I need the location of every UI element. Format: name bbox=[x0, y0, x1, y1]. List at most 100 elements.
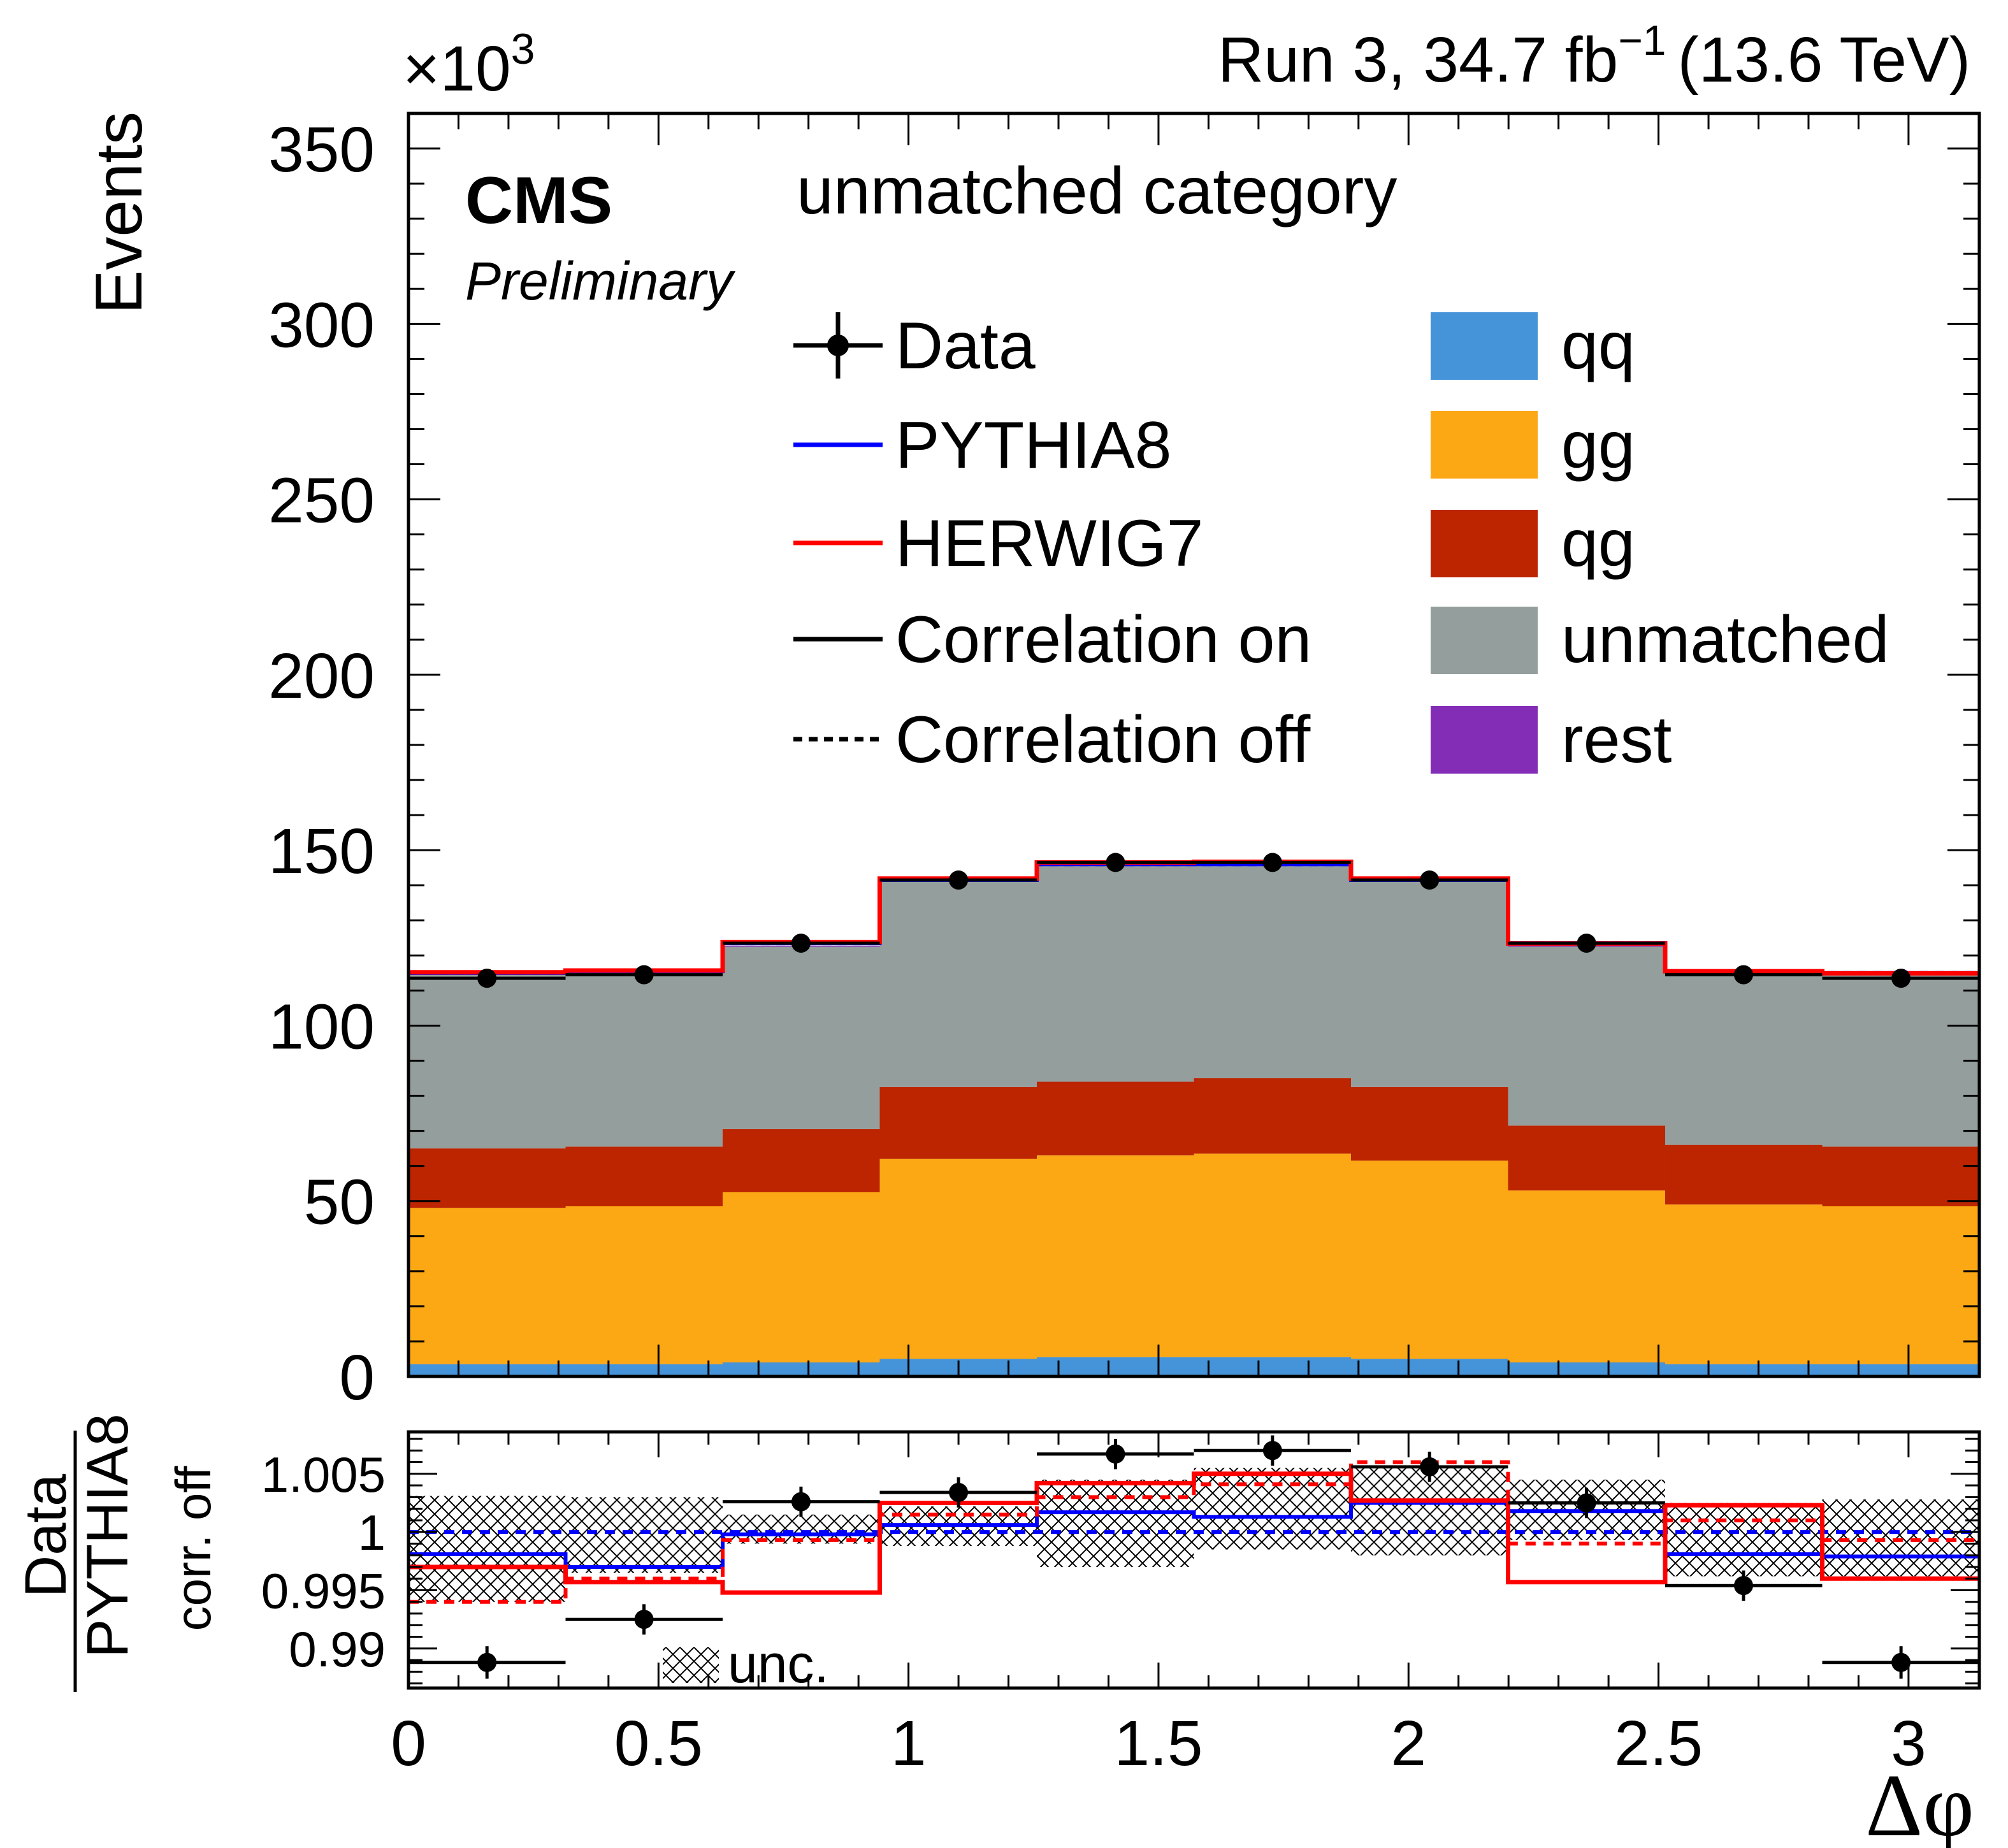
ratio-data-point bbox=[1733, 1576, 1753, 1596]
x-tick-label-1.5: 1.5 bbox=[1114, 1708, 1203, 1779]
legend-label-rest: rest bbox=[1561, 703, 1672, 777]
stack-bar-gg-2 bbox=[723, 1192, 880, 1362]
stack-bar-qg-9 bbox=[1822, 1146, 1979, 1206]
legend-swatch-unmatched bbox=[1431, 607, 1538, 674]
ratio-y-tick-label: 1 bbox=[358, 1505, 386, 1561]
unc-band-bin-6 bbox=[1351, 1468, 1508, 1556]
legend-label-correlation-on: Correlation on bbox=[895, 603, 1311, 677]
stack-bar-gg-0 bbox=[408, 1208, 566, 1364]
legend-swatch-gg bbox=[1431, 411, 1538, 479]
stack-bar-qq-6 bbox=[1351, 1359, 1508, 1376]
stack-bar-qq-0 bbox=[408, 1364, 566, 1376]
stack-bar-qq-8 bbox=[1665, 1364, 1823, 1376]
stack-bar-unmatched-6 bbox=[1351, 879, 1508, 1087]
legend-label-qq: qq bbox=[1561, 309, 1635, 383]
unc-band-bin-9 bbox=[1822, 1499, 1979, 1577]
legend-label-gg: gg bbox=[1561, 408, 1635, 482]
data-point bbox=[949, 870, 969, 890]
ratio-y-tick-label: 1.005 bbox=[261, 1447, 386, 1503]
legend-label-herwig7: HERWIG7 bbox=[895, 507, 1204, 581]
unc-label: unc. bbox=[728, 1634, 829, 1694]
data-point bbox=[1106, 853, 1125, 872]
ratio-frame bbox=[407, 1430, 1981, 1690]
stack-bar-qg-5 bbox=[1194, 1078, 1351, 1154]
x-tick-label-3: 3 bbox=[1891, 1708, 1926, 1779]
data-point bbox=[791, 934, 811, 953]
stack-bar-unmatched-3 bbox=[879, 881, 1037, 1087]
stack-bar-qg-1 bbox=[565, 1146, 723, 1206]
legend-swatch-qq bbox=[1431, 312, 1538, 380]
data-point bbox=[1733, 965, 1753, 985]
ratio-y-tick-label: 0.99 bbox=[289, 1621, 386, 1677]
stacked-histogram bbox=[408, 863, 1979, 1376]
unc-band-bin-8 bbox=[1665, 1503, 1823, 1577]
legend-item-data: Data bbox=[793, 309, 1036, 383]
legend-label-data: Data bbox=[895, 309, 1036, 383]
legend-swatch-rest bbox=[1431, 706, 1538, 774]
stack-bar-qg-8 bbox=[1665, 1144, 1823, 1205]
stack-bar-gg-1 bbox=[565, 1206, 723, 1364]
x-tick-label-0.5: 0.5 bbox=[614, 1708, 703, 1779]
stack-bar-qq-2 bbox=[723, 1362, 880, 1376]
stack-bar-gg-6 bbox=[1351, 1160, 1508, 1359]
stack-bar-gg-3 bbox=[879, 1159, 1037, 1359]
ratio-title-corr-off: corr. off bbox=[165, 1466, 221, 1631]
stack-bar-qq-9 bbox=[1822, 1364, 1979, 1376]
ratio-herwig7-on bbox=[408, 1471, 1979, 1595]
ratio-y-tick-label: 0.995 bbox=[261, 1563, 386, 1619]
preliminary-label: Preliminary bbox=[465, 251, 736, 311]
ratio-data-point bbox=[1577, 1493, 1596, 1513]
stack-bar-qg-4 bbox=[1037, 1081, 1194, 1156]
ratio-data-point bbox=[949, 1483, 969, 1503]
data-point bbox=[1891, 969, 1911, 988]
legend-item-correlation-on: Correlation on bbox=[793, 603, 1311, 677]
category-label: unmatched category bbox=[797, 154, 1397, 228]
y-tick-label-300: 300 bbox=[268, 289, 375, 361]
x-tick-label-2: 2 bbox=[1390, 1708, 1426, 1779]
ratio-data-point bbox=[1891, 1652, 1911, 1672]
data-point bbox=[1577, 934, 1596, 953]
ratio-data-point bbox=[634, 1610, 654, 1629]
legend-item-qg: qg bbox=[1431, 507, 1635, 581]
ratio-title-data: Data bbox=[13, 1473, 78, 1598]
unc-swatch bbox=[663, 1647, 719, 1683]
y-tick-label-200: 200 bbox=[268, 640, 375, 712]
legend-swatch-qg bbox=[1431, 510, 1538, 577]
unc-band-bin-4 bbox=[1037, 1479, 1194, 1567]
legend-item-correlation-off: Correlation off bbox=[793, 703, 1311, 777]
stack-bar-unmatched-8 bbox=[1665, 972, 1823, 1145]
ratio-data-point bbox=[1106, 1444, 1125, 1464]
stack-bar-unmatched-1 bbox=[565, 972, 723, 1147]
stack-bar-qq-7 bbox=[1508, 1362, 1665, 1376]
unc-band-bin-1 bbox=[565, 1497, 723, 1573]
legend-item-pythia8: PYTHIA8 bbox=[793, 408, 1171, 482]
stack-bar-gg-4 bbox=[1037, 1155, 1194, 1357]
ratio-uncertainty-band bbox=[408, 1468, 1979, 1602]
legend-item-rest: rest bbox=[1431, 703, 1672, 777]
y-tick-label-350: 350 bbox=[268, 114, 375, 185]
y-tick-label-50: 50 bbox=[304, 1167, 375, 1238]
stack-bar-unmatched-2 bbox=[723, 946, 880, 1129]
legend-label-pythia8: PYTHIA8 bbox=[895, 408, 1171, 482]
ratio-data-point bbox=[791, 1492, 811, 1512]
stack-bar-unmatched-7 bbox=[1508, 946, 1665, 1126]
stack-bar-gg-9 bbox=[1822, 1206, 1979, 1364]
legend-item-gg: gg bbox=[1431, 408, 1635, 482]
x-axis-tick-labels: 0 0.5 1 1.5 2 2.5 3 bbox=[391, 1708, 1926, 1779]
stack-bar-qq-1 bbox=[565, 1364, 723, 1376]
stack-bar-unmatched-5 bbox=[1194, 864, 1351, 1079]
stack-bar-unmatched-4 bbox=[1037, 865, 1194, 1082]
legend: Data PYTHIA8 HERWIG7 Correlation on Corr… bbox=[793, 309, 1889, 777]
legend-item-unmatched: unmatched bbox=[1431, 603, 1889, 677]
ratio-data-point bbox=[1262, 1441, 1282, 1461]
y-tick-label-150: 150 bbox=[268, 816, 375, 887]
ratio-data-point bbox=[477, 1652, 497, 1672]
stack-bar-qq-4 bbox=[1037, 1357, 1194, 1376]
legend-label-unmatched: unmatched bbox=[1561, 603, 1889, 677]
stack-bar-gg-7 bbox=[1508, 1190, 1665, 1362]
x-tick-label-1: 1 bbox=[891, 1708, 927, 1779]
stack-bar-qg-0 bbox=[408, 1148, 566, 1208]
legend-label-qg: qg bbox=[1561, 507, 1635, 581]
ratio-y-axis-title: Data PYTHIA8 corr. off bbox=[13, 1413, 221, 1692]
